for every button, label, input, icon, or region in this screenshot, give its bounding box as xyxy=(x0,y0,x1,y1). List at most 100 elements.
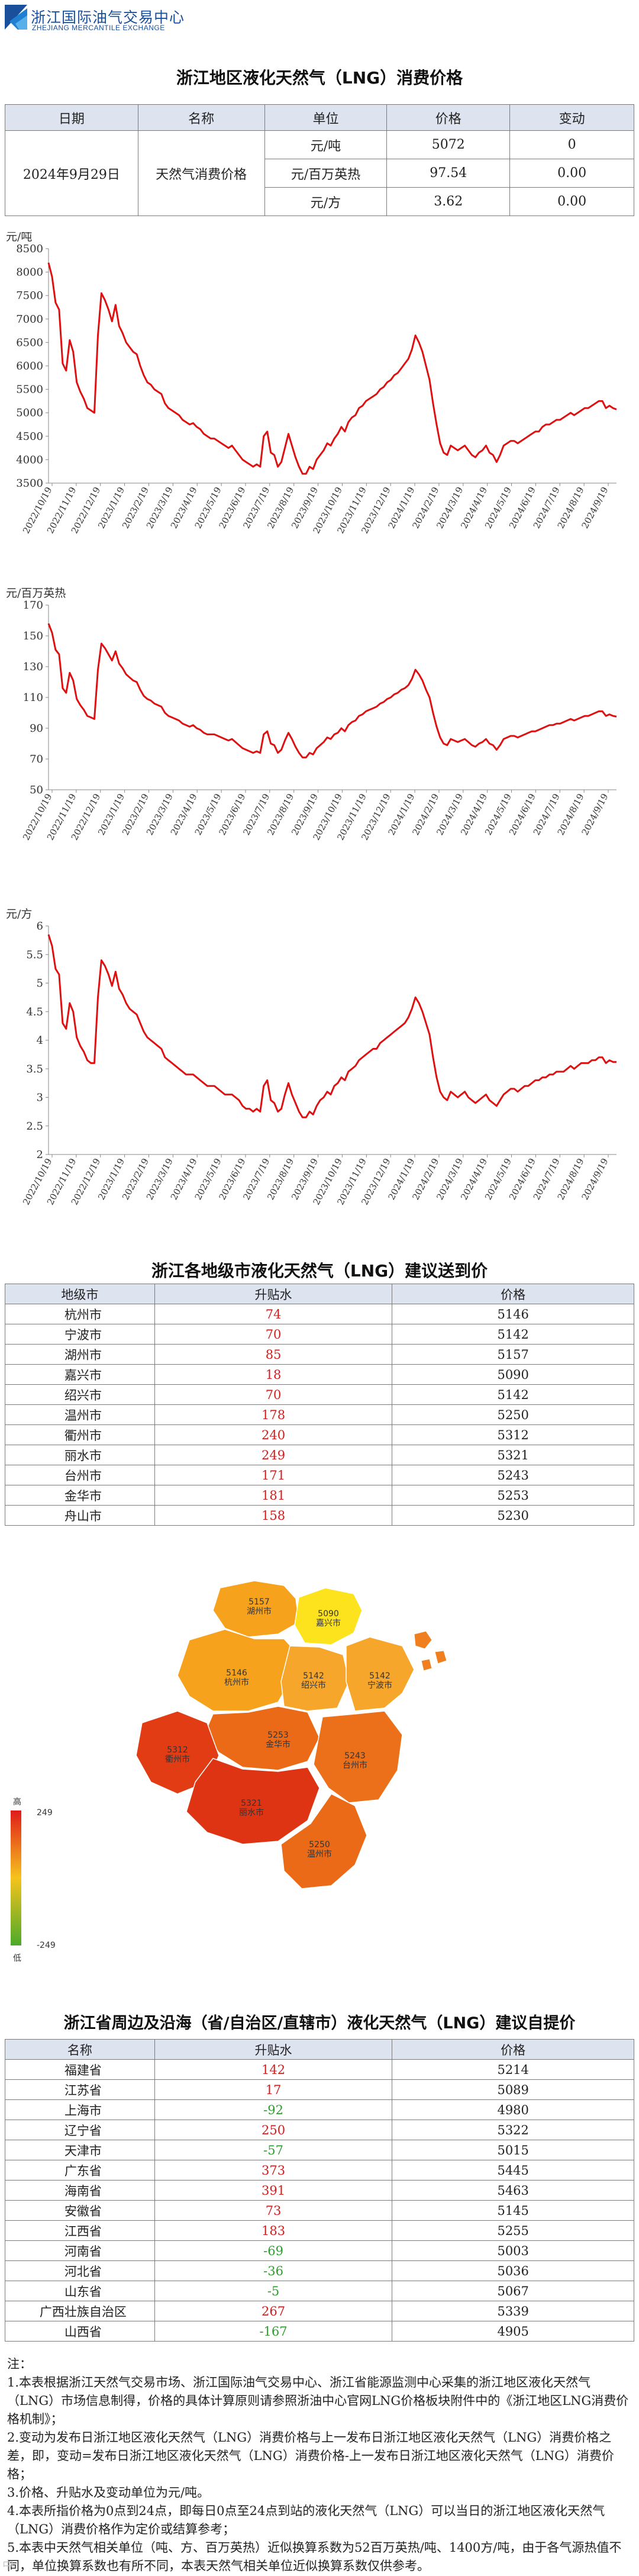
diff-cell: 74 xyxy=(154,1304,393,1324)
diff-cell: 183 xyxy=(154,2220,393,2241)
map-city-shaoxing: 绍兴市 xyxy=(301,1680,326,1690)
table-row: 河南省 -69 5003 xyxy=(5,2240,634,2261)
header-unit: 单位 xyxy=(264,104,388,131)
name-cell: 温州市 xyxy=(5,1404,155,1425)
map-city-huzhou: 湖州市 xyxy=(247,1606,272,1616)
y-tick-label: 8500 xyxy=(16,243,43,255)
table-row: 宁波市 70 5142 xyxy=(5,1324,634,1345)
unit-cell: 元/吨 xyxy=(264,130,388,159)
table-row: 嘉兴市 18 5090 xyxy=(5,1364,634,1385)
price-cell: 5321 xyxy=(392,1445,634,1465)
y-tick-label: 3.5 xyxy=(26,1063,43,1075)
zhejiang-price-map: 5157 湖州市 5090 嘉兴市 5146 杭州市 5142 绍兴市 5142… xyxy=(0,1533,639,1983)
legend-max-value: 249 xyxy=(37,1808,53,1818)
map-city-jiaxing: 嘉兴市 xyxy=(316,1618,341,1628)
price-cell: 5253 xyxy=(392,1485,634,1506)
table-row: 广东省 373 5445 xyxy=(5,2160,634,2181)
y-tick-label: 6500 xyxy=(16,336,43,349)
table-row: 天津市 -57 5015 xyxy=(5,2140,634,2160)
price-cell: 97.54 xyxy=(386,159,511,188)
name-cell: 福建省 xyxy=(5,2059,155,2080)
line-chart-svg: 元/方22.533.544.555.562022/10/192022/11/19… xyxy=(6,908,617,1207)
table-row: 温州市 178 5250 xyxy=(5,1404,634,1425)
series-line xyxy=(47,934,617,1118)
map-city-ningbo: 宁波市 xyxy=(367,1680,392,1690)
header-price: 价格 xyxy=(392,1284,634,1304)
cities-title: 浙江各地级市液化天然气（LNG）建议送到价 xyxy=(151,1261,488,1281)
name-cell: 杭州市 xyxy=(5,1304,155,1324)
name-cell: 江苏省 xyxy=(5,2079,155,2100)
map-price-taizhou: 5243 xyxy=(344,1751,366,1761)
diff-cell: -5 xyxy=(154,2281,393,2301)
y-tick-label: 110 xyxy=(23,692,43,704)
change-cell: 0 xyxy=(509,130,634,159)
name-cell: 嘉兴市 xyxy=(5,1364,155,1385)
y-tick-label: 2 xyxy=(37,1149,43,1161)
diff-cell: 267 xyxy=(154,2301,393,2321)
map-price-jiaxing: 5090 xyxy=(318,1609,339,1619)
y-tick-label: 50 xyxy=(30,784,43,796)
map-price-quzhou: 5312 xyxy=(167,1745,188,1755)
header-change: 变动 xyxy=(509,104,634,131)
y-tick-label: 5500 xyxy=(16,384,43,396)
price-cell: 5463 xyxy=(392,2180,634,2201)
table-row: 舟山市 158 5230 xyxy=(5,1505,634,1526)
change-cell: 0.00 xyxy=(509,159,634,188)
name-cell: 天然气消费价格 xyxy=(137,130,265,216)
name-cell: 丽水市 xyxy=(5,1445,155,1465)
diff-cell: 70 xyxy=(154,1384,393,1405)
map-price-huzhou: 5157 xyxy=(248,1597,270,1607)
name-cell: 江西省 xyxy=(5,2220,155,2241)
name-cell: 台州市 xyxy=(5,1465,155,1485)
map-price-lishui: 5321 xyxy=(241,1799,262,1808)
price-cell: 5015 xyxy=(392,2140,634,2160)
series-line xyxy=(47,623,617,758)
diff-cell: 391 xyxy=(154,2180,393,2201)
line-chart-svg: 元/百万英热5070901101301501702022/10/192022/1… xyxy=(6,587,617,842)
y-tick-label: 5000 xyxy=(16,407,43,419)
price-cell: 3.62 xyxy=(386,187,511,216)
map-region-wenzhou xyxy=(280,1793,367,1889)
price-cell: 5146 xyxy=(392,1304,634,1324)
watermark: 中 xyxy=(2,2559,14,2572)
y-tick-label: 4 xyxy=(37,1034,43,1047)
diff-cell: -57 xyxy=(154,2140,393,2160)
note-line: 2.变动为发布日浙江地区液化天然气（LNG）消费价格与上一发布日浙江地区液化天然… xyxy=(7,2430,614,2481)
header-price: 价格 xyxy=(392,2039,634,2060)
consumption-table: 日期 名称 单位 价格 变动 2024年9月29日 天然气消费价格 元/吨 50… xyxy=(5,104,634,216)
y-tick-label: 130 xyxy=(23,661,43,673)
price-cell: 5243 xyxy=(392,1465,634,1485)
map-price-ningbo: 5142 xyxy=(369,1671,390,1681)
price-cell: 5322 xyxy=(392,2120,634,2140)
price-cell: 5339 xyxy=(392,2301,634,2321)
name-cell: 河北省 xyxy=(5,2260,155,2281)
map-region-taizhou xyxy=(313,1710,403,1803)
org-name-cn: 浙江国际油气交易中心 xyxy=(31,9,185,26)
map-city-quzhou: 衢州市 xyxy=(165,1754,190,1764)
name-cell: 绍兴市 xyxy=(5,1384,155,1405)
table-row: 丽水市 249 5321 xyxy=(5,1445,634,1465)
header: 浙江国际油气交易中心 ZHEJIANG MERCANTILE EXCHANGE xyxy=(0,0,639,47)
diff-cell: -36 xyxy=(154,2260,393,2281)
table-row: 杭州市 74 5146 xyxy=(5,1304,634,1324)
diff-cell: 178 xyxy=(154,1404,393,1425)
axis-unit-label: 元/吨 xyxy=(6,232,32,243)
map-price-wenzhou: 5250 xyxy=(309,1840,330,1850)
name-cell: 广西壮族自治区 xyxy=(5,2301,155,2321)
diff-cell: 73 xyxy=(154,2200,393,2221)
price-cell: 5255 xyxy=(392,2220,634,2241)
map-city-taizhou: 台州市 xyxy=(343,1760,367,1770)
y-tick-label: 3 xyxy=(37,1092,43,1104)
map-region-huzhou xyxy=(212,1580,299,1638)
map-price-hangzhou: 5146 xyxy=(226,1668,247,1678)
diff-cell: 18 xyxy=(154,1364,393,1385)
name-cell: 山东省 xyxy=(5,2281,155,2301)
price-cell: 5312 xyxy=(392,1424,634,1445)
header-name: 名称 xyxy=(137,104,265,131)
table-row: 湖州市 85 5157 xyxy=(5,1344,634,1365)
name-cell: 上海市 xyxy=(5,2099,155,2120)
change-cell: 0.00 xyxy=(509,187,634,216)
table-row: 安徽省 73 5145 xyxy=(5,2200,634,2221)
map-regions xyxy=(135,1580,447,1889)
price-cell: 5145 xyxy=(392,2200,634,2221)
